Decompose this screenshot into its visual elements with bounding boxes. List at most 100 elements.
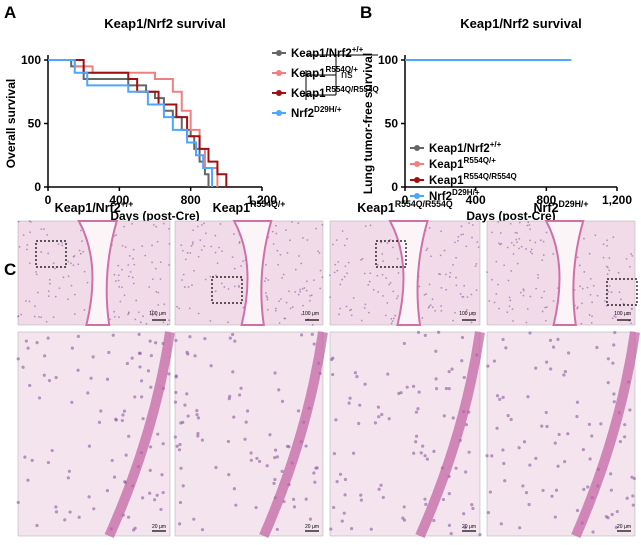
cell: [273, 456, 277, 460]
cell: [121, 413, 125, 417]
cell: [358, 403, 362, 407]
cell: [47, 295, 50, 298]
cell: [268, 433, 272, 437]
cell: [503, 479, 507, 483]
cell: [627, 313, 630, 316]
cell: [542, 254, 545, 256]
y-axis-label: Lung tumor-free survival: [361, 53, 375, 194]
cell: [280, 298, 282, 300]
cell: [618, 439, 622, 444]
cell: [471, 224, 474, 226]
cell: [18, 245, 21, 248]
cell: [148, 339, 152, 343]
cell: [310, 294, 313, 297]
cell: [594, 234, 597, 237]
cell: [499, 522, 503, 526]
cell: [289, 239, 291, 242]
cell: [220, 282, 223, 285]
cell: [140, 395, 144, 399]
cell: [429, 304, 432, 307]
cell: [334, 263, 337, 266]
cell: [440, 309, 443, 312]
cell: [475, 262, 478, 265]
cell: [312, 342, 316, 346]
cell: [512, 320, 514, 322]
cell: [510, 270, 513, 272]
cell: [604, 515, 608, 519]
cell: [465, 308, 468, 311]
cell: [43, 354, 47, 358]
cell: [451, 416, 455, 420]
cell: [126, 515, 131, 519]
cell: [173, 435, 177, 439]
cell: [329, 274, 331, 277]
cell: [529, 239, 531, 242]
cell: [385, 277, 388, 280]
cell: [342, 511, 346, 515]
cell: [341, 278, 344, 281]
cell: [174, 338, 178, 343]
cell: [78, 249, 81, 252]
cell: [581, 448, 585, 452]
cell: [180, 244, 183, 247]
cell: [68, 510, 72, 514]
cell: [608, 285, 611, 287]
cell: [127, 434, 131, 438]
cell: [73, 313, 76, 315]
cell: [119, 300, 122, 303]
cell: [312, 471, 316, 475]
cell: [70, 346, 74, 350]
cell: [445, 288, 448, 291]
cell: [123, 294, 126, 297]
cell: [70, 400, 74, 404]
cell: [580, 302, 583, 305]
cell: [606, 357, 610, 361]
cell: [306, 239, 309, 241]
cell: [526, 224, 529, 227]
cell: [162, 222, 165, 225]
cell: [300, 262, 303, 265]
cell: [586, 286, 589, 289]
cell: [363, 307, 366, 309]
cell: [26, 248, 28, 251]
cell: [470, 321, 473, 324]
cell: [77, 515, 81, 519]
cell: [553, 441, 557, 445]
cell: [450, 367, 454, 371]
cell: [204, 278, 207, 281]
cell: [528, 463, 532, 467]
cell: [159, 278, 162, 280]
cell: [233, 339, 237, 343]
cell: [70, 262, 72, 265]
cell: [149, 354, 153, 358]
cell: [368, 280, 371, 283]
cell: [131, 276, 134, 279]
cell: [631, 254, 634, 257]
legend-marker: [276, 50, 282, 56]
cell: [455, 276, 457, 279]
cell: [305, 289, 308, 292]
cell: [509, 299, 512, 302]
cell: [522, 288, 525, 291]
x-tick-label: 400: [466, 193, 486, 207]
cell: [348, 396, 352, 400]
cell: [146, 369, 151, 373]
cell: [70, 284, 73, 287]
cell: [529, 250, 532, 253]
cell: [148, 468, 152, 472]
cell: [301, 237, 304, 239]
cell: [522, 440, 527, 444]
legend-marker: [276, 110, 282, 116]
y-tick-label: 0: [34, 180, 41, 194]
cell: [157, 304, 160, 306]
cell: [581, 287, 584, 290]
cell: [367, 311, 370, 314]
cell: [272, 481, 276, 485]
cell: [335, 239, 338, 242]
cell: [155, 225, 158, 228]
cell: [133, 263, 136, 266]
cell: [37, 396, 42, 400]
cell: [495, 293, 498, 295]
cell: [470, 503, 474, 507]
cell: [423, 454, 427, 458]
